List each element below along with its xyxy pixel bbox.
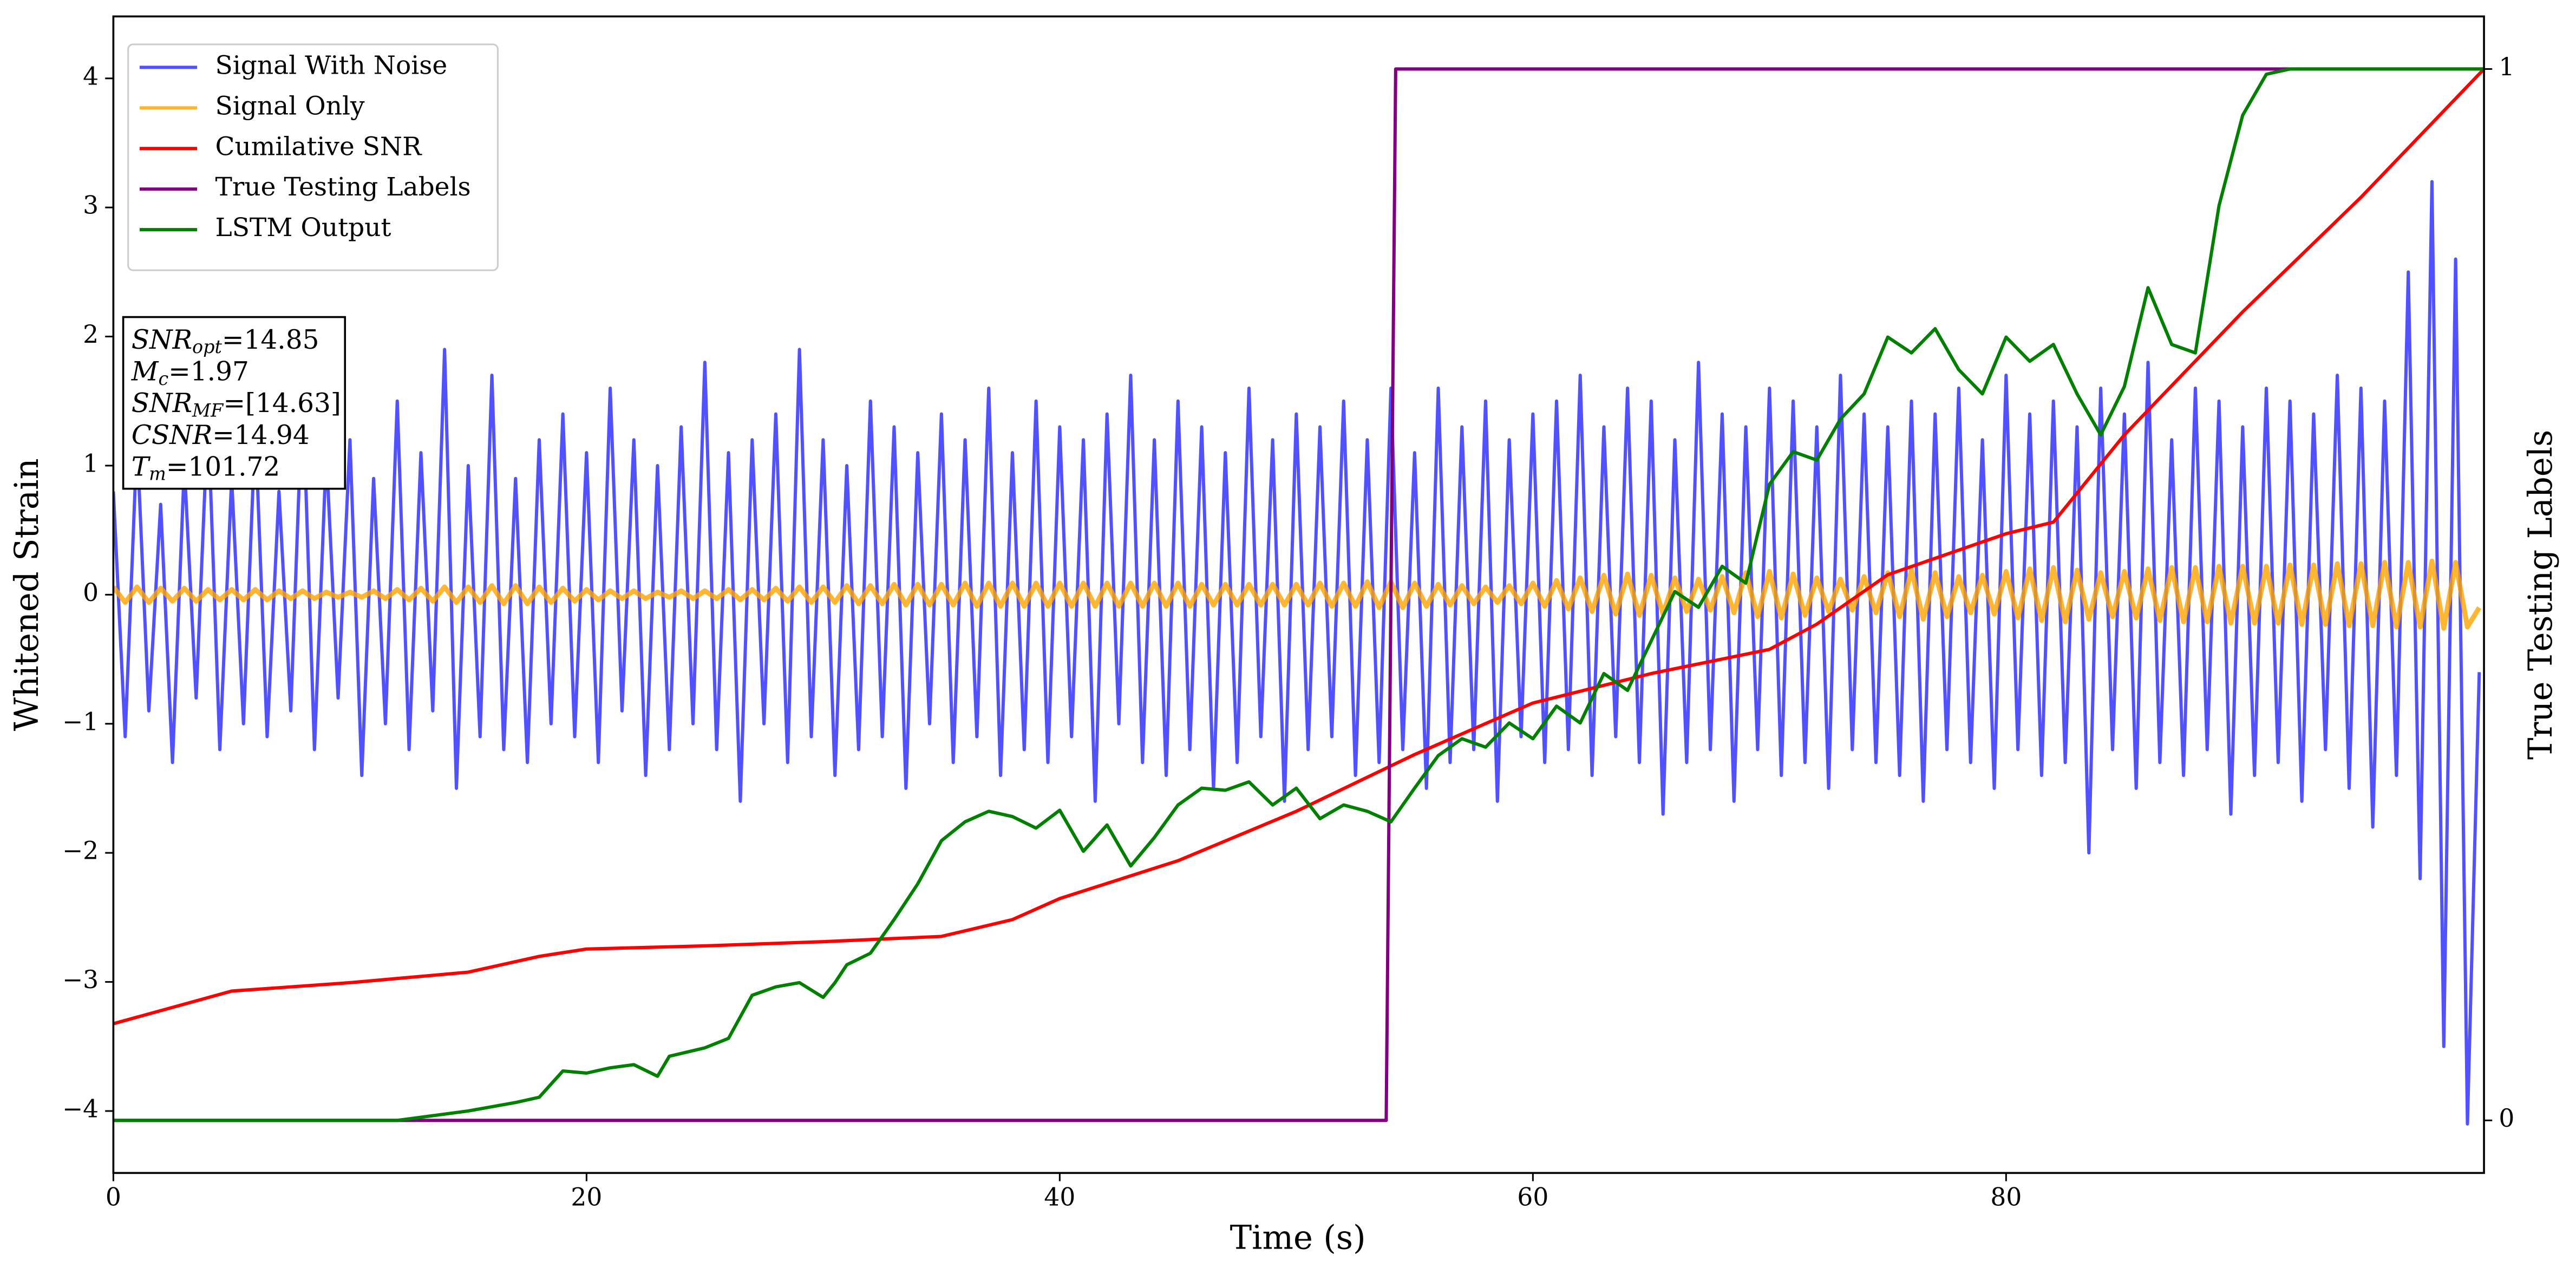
y-tick-label: 4 [83,62,99,90]
annotation-part: SNR [132,388,192,419]
legend-label: True Testing Labels [215,172,471,202]
annotation-line: Mc=1.97 [131,356,249,389]
legend-label: Signal With Noise [215,50,448,80]
y-tick-label: −2 [62,837,99,865]
y2-tick-label: 0 [2499,1104,2514,1133]
annotation-part: =14.85 [222,325,319,355]
annotation-line: SNRopt=14.85 [132,325,319,358]
annotation-part: SNR [132,325,192,355]
y-tick-label: −1 [62,707,99,736]
series-line [113,558,2482,631]
y2-tick-label: 1 [2499,53,2514,81]
x-tick-label: 40 [1044,1182,1075,1211]
annotation-part: CSNR [132,420,212,450]
series-line [113,67,2485,1122]
series-line [113,180,2481,1126]
annotation-part: =101.72 [166,452,280,482]
y-axis-label: Whitened Strain [8,458,46,731]
y-tick-label: −4 [62,1094,99,1123]
annotation-part: opt [192,336,222,357]
annotation-part: m [149,463,166,484]
annotation-part: =[14.63] [223,388,341,419]
annotation-part: T [132,452,151,482]
x-tick-label: 80 [1990,1182,2022,1211]
y-tick-label: 2 [83,320,99,349]
annotation-part: =14.94 [212,420,310,450]
annotation-part: c [158,368,168,389]
annotation-line: SNRMF=[14.63] [132,388,341,421]
annotation-line: CSNR=14.94 [132,420,310,450]
y-tick-label: 1 [83,449,99,478]
x-tick-label: 20 [571,1182,602,1211]
legend-box [127,43,499,271]
series-line [113,68,2485,1025]
x-tick-label: 0 [106,1182,121,1211]
annotation-box [122,316,346,490]
legend-label: Cumilative SNR [215,132,423,161]
legend-label: LSTM Output [215,213,391,243]
x-axis-label: Time (s) [1230,1219,1366,1257]
legend-label: Signal Only [215,91,365,121]
x-tick-label: 60 [1517,1182,1548,1211]
y2-axis-label: True Testing Labels [2522,430,2560,760]
annotation-part: MF [192,400,224,421]
annotation-part: =1.97 [168,356,249,387]
annotation-line: Tm=101.72 [132,452,280,485]
y-tick-label: −3 [62,965,99,994]
y-tick-label: 3 [83,191,99,220]
y-tick-label: 0 [83,578,99,607]
series-line [113,67,2485,1122]
annotation-part: M [131,356,159,387]
